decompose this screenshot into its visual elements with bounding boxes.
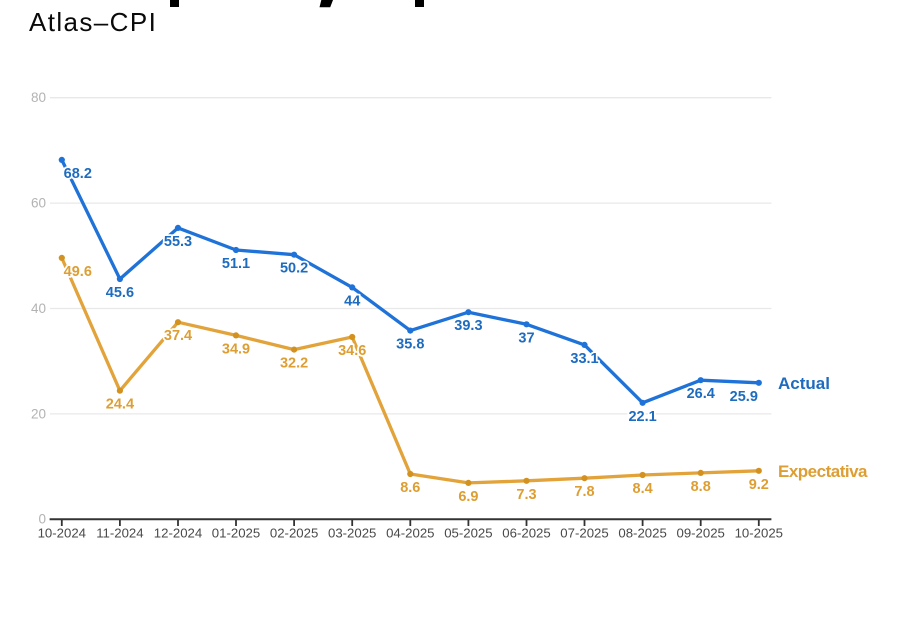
svg-text:34.9: 34.9 — [222, 341, 250, 357]
svg-text:25.9: 25.9 — [730, 389, 758, 405]
svg-text:06-2025: 06-2025 — [502, 526, 550, 541]
svg-text:22.1: 22.1 — [628, 409, 656, 425]
svg-text:37.4: 37.4 — [164, 328, 192, 344]
svg-text:05-2025: 05-2025 — [444, 526, 492, 541]
svg-text:35.8: 35.8 — [396, 337, 424, 353]
svg-text:8.4: 8.4 — [633, 481, 653, 497]
svg-text:34.6: 34.6 — [338, 343, 366, 359]
svg-text:03-2025: 03-2025 — [328, 526, 376, 541]
svg-text:11-2024: 11-2024 — [96, 526, 143, 541]
svg-text:9.2: 9.2 — [749, 477, 769, 493]
svg-text:40: 40 — [31, 301, 46, 316]
svg-text:60: 60 — [31, 196, 46, 211]
svg-text:04-2025: 04-2025 — [386, 526, 434, 541]
svg-text:8.6: 8.6 — [400, 480, 420, 496]
svg-text:02-2025: 02-2025 — [270, 526, 318, 541]
svg-text:09-2025: 09-2025 — [676, 526, 724, 541]
svg-text:26.4: 26.4 — [687, 386, 715, 402]
svg-text:Expectativa: Expectativa — [778, 462, 868, 481]
svg-text:0: 0 — [38, 511, 46, 526]
svg-text:12-2024: 12-2024 — [154, 526, 202, 541]
svg-text:20: 20 — [31, 406, 46, 421]
svg-text:01-2025: 01-2025 — [212, 526, 260, 541]
svg-text:37: 37 — [518, 330, 534, 346]
svg-text:33.1: 33.1 — [570, 351, 598, 367]
svg-text:6.9: 6.9 — [458, 489, 478, 505]
svg-text:24.4: 24.4 — [106, 397, 134, 413]
svg-text:49.6: 49.6 — [64, 264, 92, 280]
svg-text:50.2: 50.2 — [280, 261, 308, 277]
svg-text:39.3: 39.3 — [454, 318, 482, 334]
svg-text:8.8: 8.8 — [691, 479, 711, 495]
svg-text:45.6: 45.6 — [106, 285, 134, 301]
svg-text:07-2025: 07-2025 — [560, 526, 608, 541]
svg-text:10-2024: 10-2024 — [38, 526, 86, 541]
svg-text:51.1: 51.1 — [222, 256, 250, 272]
svg-text:44: 44 — [344, 293, 360, 309]
svg-text:80: 80 — [31, 90, 46, 105]
svg-text:10-2025: 10-2025 — [735, 526, 783, 541]
svg-text:Actual: Actual — [778, 374, 830, 393]
svg-text:32.2: 32.2 — [280, 356, 308, 372]
svg-text:08-2025: 08-2025 — [618, 526, 666, 541]
svg-text:7.3: 7.3 — [516, 487, 536, 503]
svg-text:7.8: 7.8 — [574, 484, 594, 500]
svg-text:68.2: 68.2 — [64, 166, 92, 182]
svg-text:55.3: 55.3 — [164, 234, 192, 250]
